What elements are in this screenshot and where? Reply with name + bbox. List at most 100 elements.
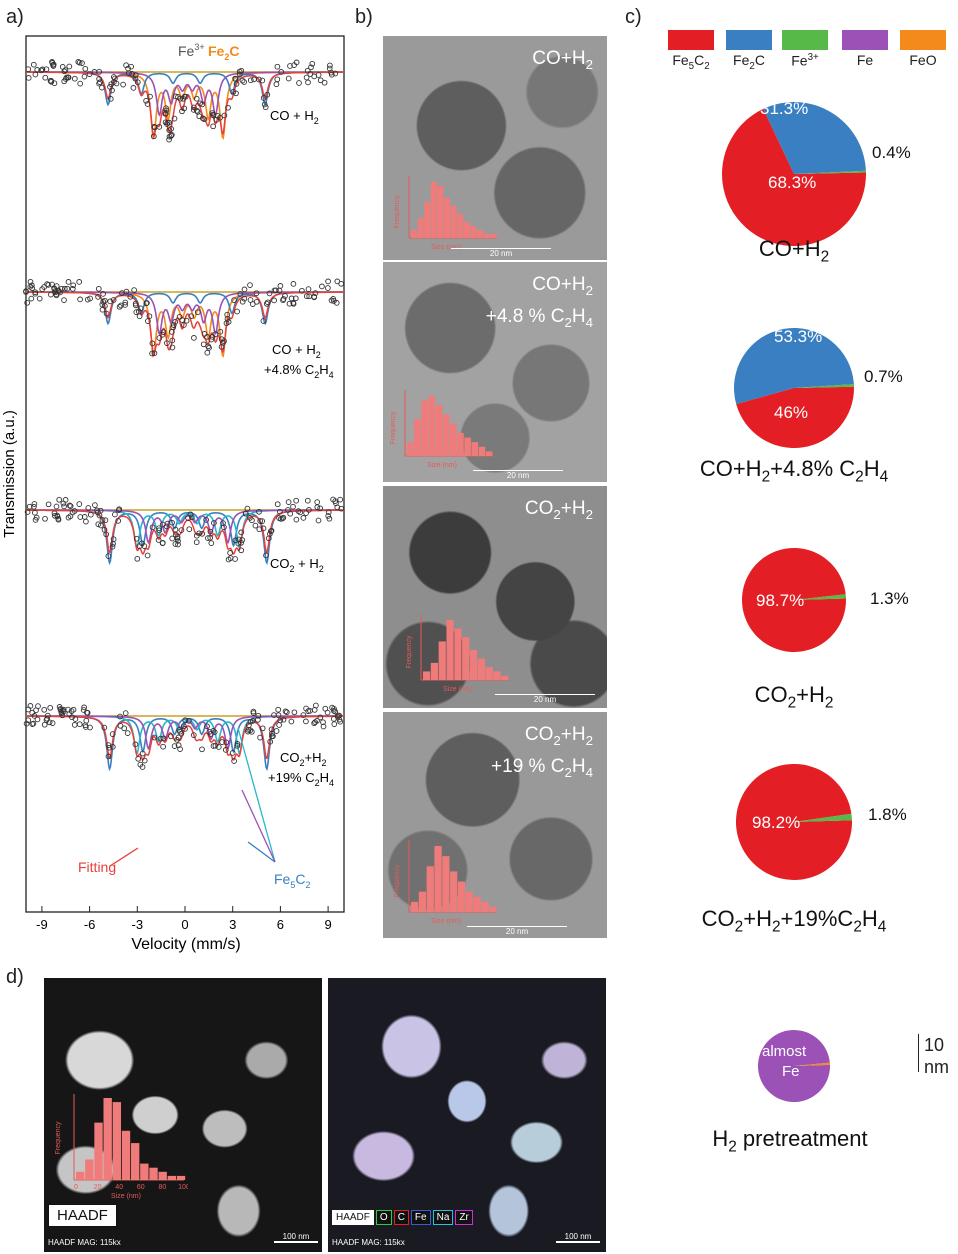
pie-label: 1.3%	[870, 589, 909, 608]
hist-bar	[444, 198, 451, 238]
haadf-hist-bar	[112, 1102, 122, 1180]
eds-scale: 100 nm	[556, 1232, 600, 1243]
hist-bar	[423, 671, 431, 680]
hist-bar	[454, 628, 462, 680]
legend-item-2: Fe3+	[778, 30, 832, 69]
legend-label: FeO	[909, 52, 937, 68]
map-legend-item: Fe	[410, 1210, 431, 1225]
spectrum-2	[23, 278, 345, 358]
hist-bar	[446, 620, 454, 680]
pie-label: 1.8%	[868, 805, 907, 824]
haadf-hist-xlabel: Size (nm)	[111, 1193, 141, 1200]
hist-bar	[421, 400, 428, 456]
haadf-scale: 100 nm	[274, 1232, 318, 1243]
pie-slice	[794, 594, 846, 600]
pie-slice	[794, 1062, 830, 1066]
pie-1: 68.3% 31.3% 0.4%	[722, 99, 911, 247]
hist-bar	[457, 432, 464, 456]
pie-label: 98.7%	[756, 591, 804, 610]
tem-caption-3: CO2+H2	[524, 498, 593, 522]
tem-scale-2: 20 nm	[473, 470, 563, 480]
spectrum-label-2: CO + H2	[272, 342, 321, 360]
y-axis-label: Transmission (a.u.)	[1, 410, 18, 538]
pie-label: 53.3%	[774, 327, 822, 346]
x-tick-label: -9	[36, 917, 48, 932]
haadf-hist-ylabel: Frequency	[55, 1121, 62, 1155]
haadf-hist-bar	[158, 1171, 167, 1180]
hist-bar	[469, 650, 478, 680]
haadf-hist-bar	[94, 1122, 103, 1180]
hist-bar	[465, 891, 473, 912]
hist-bar	[442, 414, 450, 456]
eds-mag: HAADF MAG: 115kx	[332, 1238, 405, 1247]
haadf-hist-bar	[149, 1167, 158, 1180]
spectrum-1	[25, 58, 344, 143]
hist-bar	[457, 881, 466, 912]
hist-bar	[501, 675, 509, 680]
spectrum-3	[24, 496, 345, 566]
mossbauer-spectra-plot: -9 -6 -3 0 3 6 9 Transmission (a.u.) Velocity …	[1, 35, 345, 953]
tem-caption-1: CO+H2	[532, 48, 593, 72]
tem-image-2: CO+H2 +4.8 % C2H4 Size (nm) Frequency 20 n…	[383, 262, 607, 482]
hist-bar	[450, 206, 457, 238]
hist-bar	[490, 234, 497, 238]
pie-label: 0.4%	[872, 143, 911, 162]
tem-image-3: CO2+H2 Size (nm) Frequency 20 nm	[383, 486, 607, 708]
pie-slice	[722, 108, 867, 247]
haadf-hist-tick: 0	[74, 1184, 78, 1191]
hist-bar	[418, 891, 427, 912]
map-legend-item: Zr	[455, 1210, 473, 1225]
panel-label-c: c)	[625, 6, 642, 28]
hist-xlabel: Size (nm)	[431, 918, 461, 925]
pie-slice	[763, 102, 866, 174]
scale-bar-text: 10 nm	[924, 1035, 950, 1077]
spectrum-label-4b: +19% C2H4	[268, 770, 334, 788]
x-tick-label: 0	[181, 917, 188, 932]
x-tick-label: 6	[277, 917, 284, 932]
legend-label: Fe	[856, 52, 874, 68]
legend-swatch	[900, 30, 946, 50]
panel-label-d: d)	[6, 966, 24, 988]
pie-caption-1: CO+H2	[758, 236, 830, 266]
hist-bar	[417, 218, 424, 238]
fe3-annotation: Fe3+	[178, 42, 205, 59]
panel-label-a: a)	[6, 6, 24, 28]
pie-slice	[794, 813, 852, 822]
hist-bar	[411, 901, 419, 912]
spectrum-label-2b: +4.8% C2H4	[264, 362, 334, 380]
phase-pie-charts: 68.3% 31.3% 0.4% 46% 53.3% 0.7% 98.7% 1.3% 98.2%…	[722, 99, 911, 1103]
spectrum-4	[23, 702, 344, 772]
pie-slice	[736, 386, 855, 448]
tem-caption-4: CO2+H2 +19 % C2H4	[491, 724, 593, 780]
haadf-hist-bar	[131, 1143, 140, 1180]
pie-caption-3: CO2+H2	[754, 682, 834, 712]
hist-bar	[483, 234, 490, 238]
x-axis-label: Velocity (mm/s)	[131, 936, 240, 953]
x-tick-label: -6	[84, 917, 96, 932]
hist-bar	[424, 202, 431, 238]
pie-label: 46%	[774, 403, 808, 422]
hist-bar	[411, 230, 418, 238]
pie-label: 98.2%	[752, 813, 800, 832]
haadf-hist-tick: 60	[137, 1184, 145, 1191]
pie-slice	[735, 763, 852, 880]
hist-bar	[489, 906, 497, 912]
haadf-hist-tick: 100	[178, 1184, 188, 1191]
hist-bar	[477, 658, 485, 680]
hist-ylabel: Frequency	[394, 864, 401, 898]
hist-bar	[414, 419, 421, 456]
tem-image-4: CO2+H2 +19 % C2H4 Size (nm) Frequency 20 n…	[383, 712, 607, 938]
pie-slice	[757, 1030, 830, 1103]
hist-bar	[435, 405, 443, 456]
haadf-hist-bar	[76, 1171, 85, 1180]
hist-xlabel: Size (nm)	[431, 244, 461, 251]
scale-bar	[918, 1034, 921, 1072]
tem-caption-2: CO+H2 +4.8 % C2H4	[485, 274, 593, 330]
pie-caption-4: CO2+H2+19%C2H4	[701, 906, 887, 936]
map-legend-item: Na	[432, 1210, 454, 1225]
x-tick-label: -3	[132, 917, 144, 932]
pie-label: Fe	[782, 1063, 800, 1080]
fe5c2-label: Fe5C2	[274, 871, 311, 890]
hist-ylabel: Frequency	[390, 411, 397, 445]
x-tick-label: 3	[229, 917, 236, 932]
